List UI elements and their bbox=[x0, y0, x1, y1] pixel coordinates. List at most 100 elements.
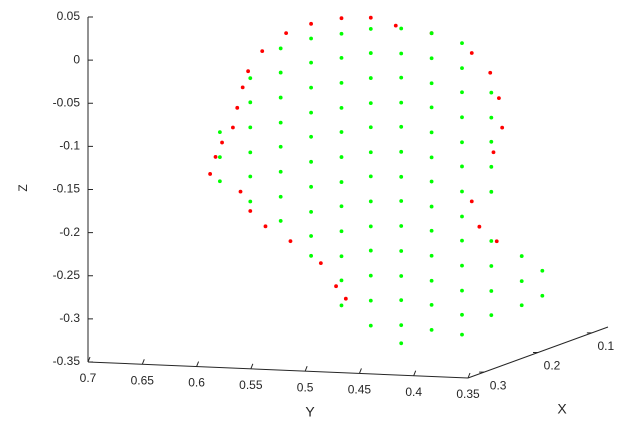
point bbox=[309, 110, 313, 115]
point bbox=[519, 303, 524, 308]
point bbox=[460, 140, 464, 145]
point bbox=[334, 284, 338, 289]
z-tick-label: -0.05 bbox=[53, 95, 81, 109]
point bbox=[368, 298, 373, 303]
point bbox=[399, 199, 404, 203]
point bbox=[278, 219, 283, 223]
point bbox=[519, 279, 524, 283]
point bbox=[260, 49, 265, 53]
y-tick-label: 0.65 bbox=[131, 373, 155, 387]
point bbox=[368, 101, 373, 105]
point bbox=[309, 21, 313, 26]
x-tick-label: 0.2 bbox=[544, 359, 561, 373]
z-tick-label: -0.25 bbox=[53, 268, 81, 282]
point bbox=[399, 26, 404, 31]
point bbox=[309, 184, 313, 189]
point bbox=[309, 234, 313, 238]
y-tick bbox=[358, 368, 362, 374]
point bbox=[220, 140, 224, 145]
point bbox=[309, 60, 313, 65]
point bbox=[489, 289, 494, 293]
point bbox=[278, 120, 283, 125]
point bbox=[469, 51, 474, 55]
y-axis-label: Y bbox=[305, 404, 315, 420]
point bbox=[489, 239, 494, 243]
point bbox=[497, 96, 501, 101]
point bbox=[278, 194, 283, 199]
point bbox=[309, 85, 313, 90]
point bbox=[460, 263, 464, 268]
point bbox=[339, 16, 344, 21]
point bbox=[460, 312, 464, 317]
point bbox=[460, 90, 464, 95]
z-tick-label: 0 bbox=[73, 52, 80, 66]
y-tick-label: 0.55 bbox=[239, 378, 263, 392]
point bbox=[248, 174, 253, 179]
point bbox=[429, 328, 434, 332]
point bbox=[429, 31, 434, 36]
point bbox=[246, 69, 251, 74]
point bbox=[339, 80, 344, 85]
point bbox=[368, 51, 373, 55]
point bbox=[500, 125, 505, 130]
point bbox=[339, 31, 344, 36]
x-tick-label: 0.1 bbox=[598, 339, 615, 353]
point bbox=[429, 155, 434, 160]
point bbox=[288, 239, 293, 244]
point bbox=[393, 23, 398, 28]
point bbox=[460, 214, 464, 219]
point bbox=[339, 254, 344, 259]
z-tick-label: -0.3 bbox=[59, 311, 80, 325]
point bbox=[217, 155, 222, 160]
point bbox=[489, 313, 494, 318]
point bbox=[278, 144, 283, 149]
point bbox=[339, 180, 344, 184]
point bbox=[368, 248, 373, 253]
y-tick bbox=[87, 356, 91, 363]
point bbox=[399, 75, 404, 80]
point bbox=[339, 204, 344, 209]
y-tick bbox=[413, 370, 417, 376]
y-tick bbox=[304, 365, 308, 372]
point bbox=[460, 288, 464, 293]
point bbox=[469, 199, 474, 204]
point bbox=[491, 150, 496, 155]
point bbox=[399, 149, 404, 154]
point bbox=[309, 134, 313, 139]
point bbox=[460, 66, 464, 71]
point bbox=[429, 179, 434, 184]
point bbox=[399, 224, 404, 228]
point bbox=[399, 51, 404, 56]
point bbox=[339, 130, 344, 134]
point bbox=[213, 155, 218, 159]
point bbox=[489, 164, 494, 169]
point bbox=[248, 150, 253, 155]
point bbox=[368, 76, 373, 80]
point bbox=[278, 95, 283, 100]
point bbox=[368, 273, 373, 278]
point bbox=[429, 56, 434, 61]
point bbox=[460, 41, 464, 46]
y-tick bbox=[141, 359, 145, 365]
point bbox=[519, 254, 524, 258]
point bbox=[238, 189, 243, 194]
point bbox=[429, 81, 434, 86]
point bbox=[429, 253, 434, 258]
y-tick bbox=[196, 361, 200, 367]
point bbox=[368, 27, 373, 31]
point bbox=[339, 106, 344, 110]
point bbox=[284, 31, 289, 36]
point bbox=[339, 278, 344, 283]
point bbox=[318, 261, 323, 266]
point bbox=[248, 199, 253, 204]
point bbox=[368, 125, 373, 130]
point bbox=[278, 169, 283, 174]
y-tick-label: 0.7 bbox=[80, 371, 97, 385]
z-tick-label: -0.15 bbox=[53, 182, 81, 196]
point bbox=[248, 125, 253, 130]
point bbox=[488, 70, 493, 75]
point bbox=[278, 46, 283, 51]
point bbox=[263, 224, 268, 229]
point bbox=[339, 55, 344, 60]
